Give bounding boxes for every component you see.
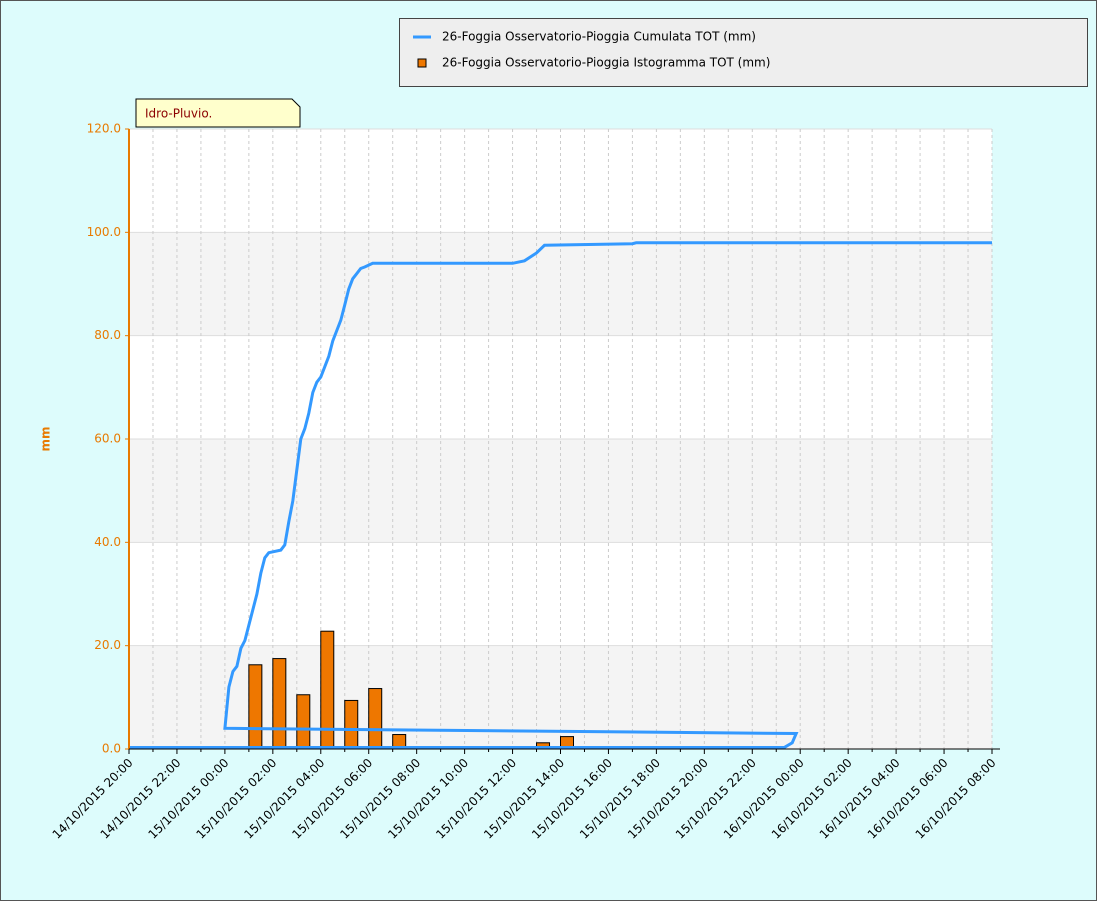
annotation-box (135, 98, 301, 128)
y-tick-label: 0.0 (102, 742, 121, 756)
annotation: Idro-Pluvio. (145, 107, 212, 121)
bar (296, 694, 311, 750)
y-tick-label: 40.0 (94, 535, 121, 549)
bar (272, 658, 287, 750)
bar (248, 664, 263, 750)
bar (344, 699, 359, 750)
grid-band (129, 232, 992, 336)
y-tick-label: 120.0 (87, 122, 121, 136)
y-tick-label: 80.0 (94, 328, 121, 342)
y-tick-label: 20.0 (94, 638, 121, 652)
y-axis-label: mm (39, 426, 53, 451)
legend (399, 18, 1088, 87)
y-tick-label: 60.0 (94, 432, 121, 446)
bar (368, 688, 383, 750)
bar (320, 630, 335, 750)
line (129, 241, 992, 749)
legend-swatch (417, 58, 427, 68)
legend-label: 26-Foggia Osservatorio-Pioggia Istogramm… (442, 56, 770, 70)
legend-label: 26-Foggia Osservatorio-Pioggia Cumulata … (442, 30, 756, 44)
y-tick-label: 100.0 (87, 225, 121, 239)
